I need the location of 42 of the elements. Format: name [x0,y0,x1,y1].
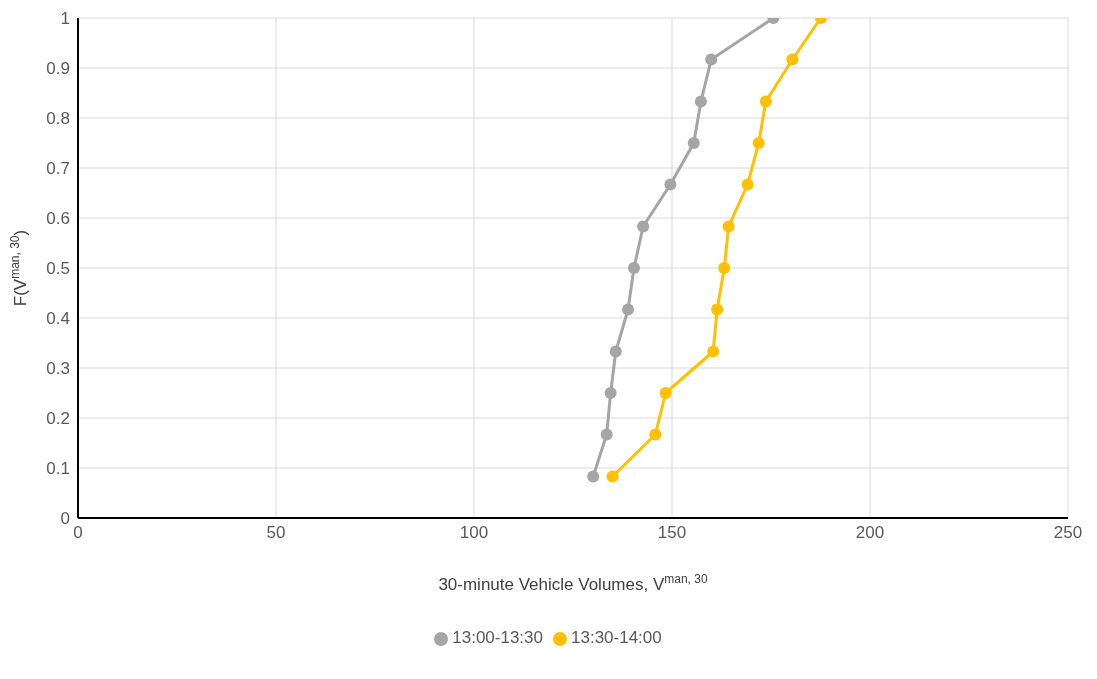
point [609,345,622,358]
point [786,53,799,66]
point [659,387,672,399]
x-tick-label: 100 [459,523,489,543]
x-axis-title: 30-minute Vehicle Volumes, V$^{man, 30}$ [438,572,708,594]
point [637,220,650,233]
x-tick-label: 0 [73,523,83,543]
point [705,53,718,66]
point [694,95,707,108]
y-tick-label: 0.9 [46,59,70,79]
point [711,303,724,316]
point [759,95,772,108]
point [707,345,720,358]
point [587,470,600,483]
y-tick-label: 0.5 [46,259,70,279]
y-tick-label: 0.3 [46,359,70,379]
point [627,262,640,274]
point [664,178,677,191]
point [687,137,700,149]
x-tick-label: 50 [266,523,286,543]
x-tick-label: 250 [1053,523,1083,543]
legend-label: 13:30-14:00 [571,628,662,647]
y-tick-label: 0.1 [46,459,70,479]
y-tick-label: 0 [60,509,70,529]
point [604,387,617,399]
y-tick-label: 0.2 [46,409,70,429]
y-tick-label: 0.7 [46,159,70,179]
point [649,428,662,441]
x-tick-label: 150 [657,523,687,543]
point [722,220,735,233]
y-tick-label: 0.4 [46,309,70,329]
point [718,262,731,274]
y-tick-label: 0.6 [46,209,70,229]
y-tick-label: 0.8 [46,109,70,129]
point [622,303,635,316]
point [741,178,754,191]
point [606,470,619,483]
point [600,428,613,441]
y-tick-label: 1 [60,9,70,29]
x-tick-label: 200 [855,523,885,543]
legend-label: 13:00-13:30 [452,628,543,647]
point [752,137,765,149]
